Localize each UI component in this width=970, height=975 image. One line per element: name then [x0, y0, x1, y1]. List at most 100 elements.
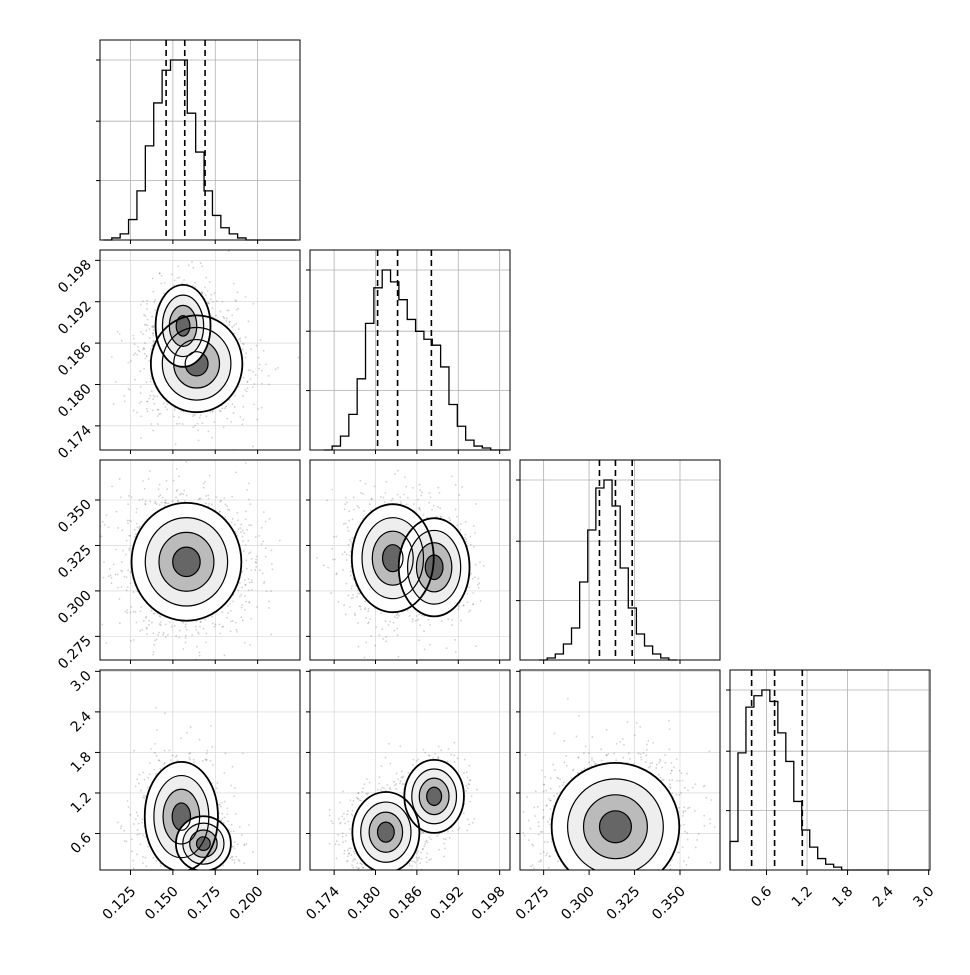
sample-point: [153, 329, 155, 331]
sample-point: [165, 623, 167, 625]
sample-point: [249, 602, 251, 604]
sample-point: [157, 395, 159, 397]
sample-point: [111, 485, 113, 487]
sample-point: [231, 496, 233, 498]
sample-point: [352, 597, 354, 599]
sample-point: [156, 729, 158, 731]
sample-point: [152, 409, 154, 411]
histogram-frame: [100, 40, 300, 240]
sample-point: [238, 328, 240, 330]
sample-point: [380, 612, 382, 614]
sample-point: [202, 422, 204, 424]
sample-point: [437, 487, 439, 489]
sample-point: [229, 603, 231, 605]
sample-point: [269, 518, 271, 520]
sample-point: [248, 482, 250, 484]
sample-point: [397, 634, 399, 636]
sample-point: [455, 484, 457, 486]
sample-point: [183, 279, 185, 281]
sample-point: [398, 615, 400, 617]
sample-point: [178, 475, 180, 477]
sample-point: [214, 292, 216, 294]
sample-point: [360, 608, 362, 610]
sample-point: [136, 508, 138, 510]
sample-point: [142, 862, 144, 864]
sample-point: [249, 378, 251, 380]
sample-point: [439, 508, 441, 510]
sample-point: [370, 509, 372, 511]
sample-point: [298, 357, 300, 359]
sample-point: [206, 752, 208, 754]
sample-point: [205, 294, 207, 296]
sample-point: [140, 304, 142, 306]
sample-point: [103, 561, 105, 563]
sample-point: [151, 610, 153, 612]
sample-point: [197, 883, 199, 885]
sample-point: [359, 480, 361, 482]
sample-point: [169, 621, 171, 623]
sample-point: [190, 880, 192, 882]
sample-point: [447, 618, 449, 620]
sample-point: [254, 383, 256, 385]
sample-point: [175, 496, 177, 498]
sample-point: [417, 499, 419, 501]
sample-point: [160, 283, 162, 285]
sample-point: [145, 504, 147, 506]
sample-point: [344, 509, 346, 511]
sample-point: [157, 415, 159, 417]
sample-point: [140, 401, 142, 403]
sample-point: [428, 502, 430, 504]
sample-point: [133, 823, 135, 825]
sample-point: [191, 634, 193, 636]
sample-point: [136, 523, 138, 525]
sample-point: [146, 356, 148, 358]
sample-point: [255, 562, 257, 564]
sample-point: [124, 576, 126, 578]
sample-point: [221, 802, 223, 804]
sample-point: [385, 636, 387, 638]
sample-point: [121, 825, 123, 827]
sample-point: [194, 425, 196, 427]
sample-point: [364, 600, 366, 602]
sample-point: [350, 541, 352, 543]
sample-point: [364, 656, 366, 658]
sample-point: [175, 635, 177, 637]
sample-point: [139, 402, 141, 404]
sample-point: [146, 401, 148, 403]
sample-point: [134, 529, 136, 531]
sample-point: [437, 506, 439, 508]
sample-point: [440, 516, 442, 518]
sample-point: [245, 462, 247, 464]
sample-point: [128, 547, 130, 549]
sample-point: [108, 575, 110, 577]
sample-point: [424, 649, 426, 651]
sample-point: [113, 563, 115, 565]
sample-point: [448, 517, 450, 519]
sample-point: [334, 558, 336, 560]
sample-point: [140, 610, 142, 612]
sample-point: [244, 389, 246, 391]
sample-point: [233, 412, 235, 414]
sample-point: [256, 419, 258, 421]
sample-point: [102, 521, 104, 523]
sample-point: [128, 806, 130, 808]
sample-point: [101, 624, 103, 626]
sample-point: [265, 363, 267, 365]
sample-point: [397, 494, 399, 496]
sample-point: [157, 634, 159, 636]
sample-point: [404, 476, 406, 478]
sample-point: [149, 328, 151, 330]
sample-point: [464, 534, 466, 536]
sample-point: [467, 593, 469, 595]
sample-point: [145, 617, 147, 619]
sample-point: [198, 887, 200, 889]
sample-point: [142, 498, 144, 500]
sample-point: [181, 282, 183, 284]
sample-point: [192, 267, 194, 269]
sample-point: [237, 589, 239, 591]
sample-point: [245, 584, 247, 586]
sample-point: [263, 581, 265, 583]
sample-point: [268, 600, 270, 602]
sample-point: [235, 299, 237, 301]
sample-point: [231, 824, 233, 826]
